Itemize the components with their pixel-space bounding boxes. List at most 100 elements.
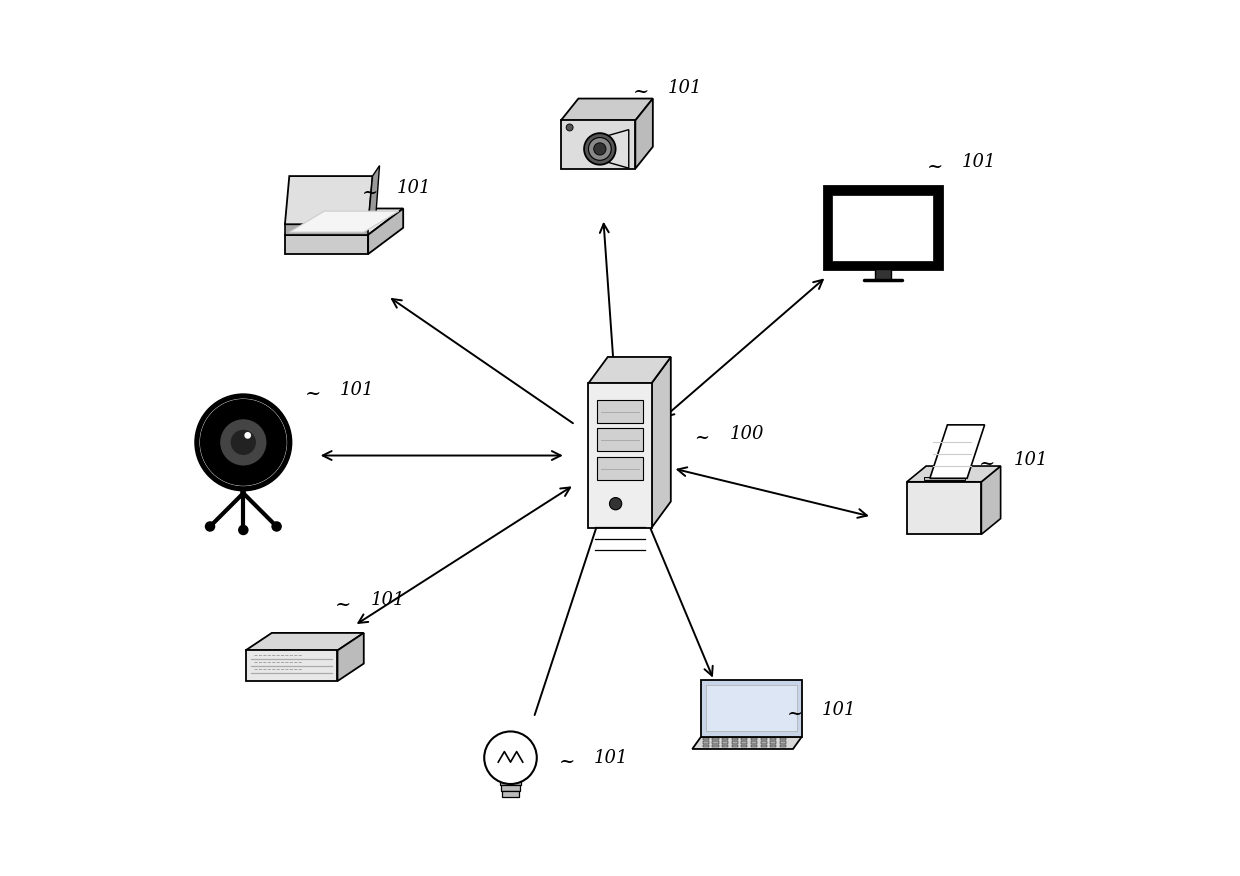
Circle shape <box>567 124 573 131</box>
Polygon shape <box>713 745 718 747</box>
Circle shape <box>484 731 537 784</box>
Polygon shape <box>246 632 363 650</box>
FancyArrowPatch shape <box>534 512 603 715</box>
Polygon shape <box>692 737 802 749</box>
FancyArrowPatch shape <box>665 279 823 417</box>
Text: ~: ~ <box>980 456 996 473</box>
Text: 101: 101 <box>594 749 629 766</box>
Polygon shape <box>875 270 890 280</box>
Polygon shape <box>742 741 748 744</box>
Polygon shape <box>751 738 758 740</box>
Circle shape <box>594 143 606 155</box>
Polygon shape <box>732 745 738 747</box>
Polygon shape <box>760 745 766 747</box>
FancyArrowPatch shape <box>600 223 620 397</box>
Polygon shape <box>635 99 652 168</box>
Text: 100: 100 <box>729 425 764 442</box>
Polygon shape <box>751 741 758 744</box>
Polygon shape <box>930 425 985 478</box>
Text: ~: ~ <box>694 429 709 447</box>
Circle shape <box>244 432 250 439</box>
Circle shape <box>589 138 611 160</box>
Circle shape <box>205 521 216 532</box>
Text: ~: ~ <box>786 705 802 723</box>
Text: 101: 101 <box>371 591 404 609</box>
Polygon shape <box>368 166 379 224</box>
Circle shape <box>231 430 255 455</box>
FancyArrowPatch shape <box>392 299 573 423</box>
Polygon shape <box>713 738 718 740</box>
Polygon shape <box>246 650 337 682</box>
Polygon shape <box>701 680 802 737</box>
Polygon shape <box>560 121 635 168</box>
Circle shape <box>195 393 293 491</box>
Polygon shape <box>713 741 718 744</box>
Polygon shape <box>368 208 403 254</box>
Polygon shape <box>722 745 728 747</box>
Polygon shape <box>598 457 642 480</box>
Circle shape <box>221 420 267 465</box>
Polygon shape <box>832 195 934 261</box>
Polygon shape <box>924 477 965 480</box>
Circle shape <box>200 399 288 486</box>
FancyArrowPatch shape <box>322 451 560 460</box>
Polygon shape <box>501 785 520 791</box>
Polygon shape <box>751 745 758 747</box>
Polygon shape <box>285 224 368 235</box>
Polygon shape <box>703 741 709 744</box>
Text: ~: ~ <box>926 158 942 175</box>
Polygon shape <box>598 130 629 168</box>
Text: 101: 101 <box>1014 451 1049 469</box>
Polygon shape <box>722 738 728 740</box>
Polygon shape <box>598 428 642 451</box>
Polygon shape <box>560 99 652 121</box>
Text: 101: 101 <box>340 381 374 399</box>
Polygon shape <box>289 211 399 232</box>
Polygon shape <box>770 738 776 740</box>
Text: ~: ~ <box>634 83 650 101</box>
Polygon shape <box>742 738 748 740</box>
Polygon shape <box>703 738 709 740</box>
Polygon shape <box>651 357 671 527</box>
Polygon shape <box>500 778 521 785</box>
Text: ~: ~ <box>335 596 352 613</box>
Polygon shape <box>760 741 766 744</box>
Polygon shape <box>285 176 372 224</box>
Text: 101: 101 <box>668 79 703 96</box>
FancyArrowPatch shape <box>677 467 867 518</box>
Polygon shape <box>703 745 709 747</box>
Polygon shape <box>906 466 1001 482</box>
Polygon shape <box>780 738 786 740</box>
Polygon shape <box>707 685 796 731</box>
Polygon shape <box>589 384 651 527</box>
Polygon shape <box>780 741 786 744</box>
Circle shape <box>584 133 615 165</box>
Polygon shape <box>502 791 518 797</box>
Circle shape <box>201 400 285 484</box>
Text: ~: ~ <box>305 385 321 403</box>
Polygon shape <box>732 741 738 744</box>
Text: 101: 101 <box>962 153 996 171</box>
Polygon shape <box>589 357 671 384</box>
Text: 101: 101 <box>821 701 856 718</box>
FancyArrowPatch shape <box>642 510 713 675</box>
Text: 101: 101 <box>397 180 432 197</box>
Polygon shape <box>742 745 748 747</box>
Text: ~: ~ <box>559 753 575 771</box>
Text: ~: ~ <box>362 184 378 201</box>
Circle shape <box>610 498 621 510</box>
Circle shape <box>238 525 248 535</box>
Polygon shape <box>780 745 786 747</box>
Polygon shape <box>770 741 776 744</box>
Polygon shape <box>732 738 738 740</box>
Polygon shape <box>337 632 363 682</box>
Polygon shape <box>981 466 1001 534</box>
Polygon shape <box>722 741 728 744</box>
Circle shape <box>272 521 281 532</box>
Polygon shape <box>823 187 942 270</box>
Polygon shape <box>285 208 403 235</box>
Polygon shape <box>770 745 776 747</box>
Polygon shape <box>285 235 368 254</box>
Polygon shape <box>598 400 642 423</box>
Polygon shape <box>760 738 766 740</box>
